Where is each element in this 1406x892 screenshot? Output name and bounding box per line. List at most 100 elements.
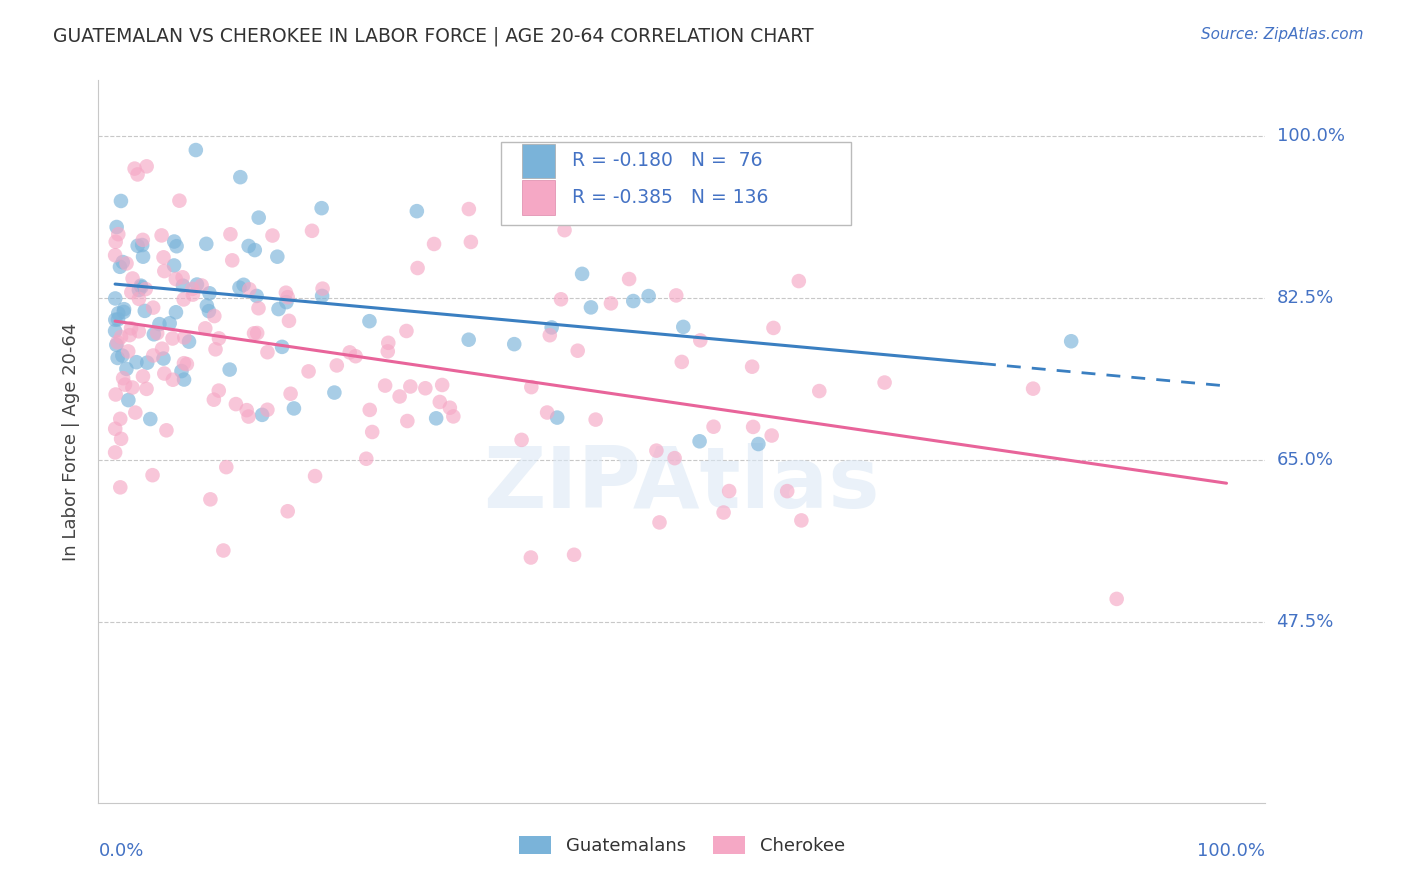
Point xyxy=(441,409,464,424)
Point xyxy=(128,283,150,297)
Point xyxy=(111,255,134,269)
Y-axis label: In Labor Force | Age 20-64: In Labor Force | Age 20-64 xyxy=(62,322,80,561)
Point xyxy=(742,420,765,434)
Point xyxy=(105,219,128,234)
Point xyxy=(128,324,150,338)
Point xyxy=(166,239,188,253)
Point xyxy=(173,356,195,370)
Point xyxy=(665,288,688,302)
Point xyxy=(202,392,225,407)
Point xyxy=(323,385,346,400)
Point xyxy=(132,369,155,384)
Point xyxy=(540,320,562,334)
Point xyxy=(163,235,186,249)
Point xyxy=(165,272,187,286)
Point xyxy=(713,506,735,520)
Point xyxy=(150,228,173,243)
Point xyxy=(520,380,543,394)
Point xyxy=(131,280,153,294)
Text: 100.0%: 100.0% xyxy=(1277,127,1344,145)
Point xyxy=(115,362,138,376)
Point xyxy=(228,280,250,294)
Point xyxy=(115,256,138,270)
Point xyxy=(124,161,146,176)
Point xyxy=(808,384,831,398)
Point xyxy=(111,349,134,363)
Point xyxy=(377,335,399,350)
Point xyxy=(181,282,204,296)
Point xyxy=(276,295,298,310)
Point xyxy=(152,351,174,366)
Point xyxy=(165,305,187,319)
Point xyxy=(741,359,763,374)
Point xyxy=(107,227,129,242)
Point xyxy=(246,289,269,303)
Point xyxy=(135,382,157,396)
Text: 47.5%: 47.5% xyxy=(1277,613,1334,632)
Point xyxy=(550,293,572,307)
Point xyxy=(148,317,170,331)
Point xyxy=(377,344,399,359)
Point xyxy=(762,321,785,335)
Point xyxy=(132,250,155,264)
Point xyxy=(536,405,558,419)
Point xyxy=(108,260,131,274)
Point xyxy=(127,239,149,253)
Point xyxy=(503,337,526,351)
Text: 0.0%: 0.0% xyxy=(98,842,143,860)
Point xyxy=(128,292,150,306)
Point xyxy=(112,305,135,319)
Point xyxy=(146,326,169,340)
Point xyxy=(110,480,132,494)
Point xyxy=(600,296,623,310)
Point xyxy=(406,260,429,275)
Point xyxy=(277,504,299,518)
Point xyxy=(277,290,299,304)
Point xyxy=(301,224,323,238)
Point xyxy=(554,223,576,237)
Point xyxy=(354,451,377,466)
Point xyxy=(215,460,238,475)
Point xyxy=(169,194,191,208)
Point xyxy=(311,282,333,296)
FancyBboxPatch shape xyxy=(522,180,555,215)
Point xyxy=(571,267,593,281)
Point xyxy=(134,304,156,318)
Point xyxy=(266,250,288,264)
Point xyxy=(326,359,349,373)
Point xyxy=(219,227,242,242)
Point xyxy=(208,384,231,398)
Point xyxy=(579,301,602,315)
Point xyxy=(141,468,163,483)
Point xyxy=(121,380,143,394)
Point xyxy=(761,428,783,442)
Point xyxy=(194,321,217,335)
Point xyxy=(104,235,127,249)
Text: R = -0.385   N = 136: R = -0.385 N = 136 xyxy=(572,188,769,207)
Point xyxy=(218,362,240,376)
Point xyxy=(689,434,711,449)
Point xyxy=(121,271,143,285)
Point xyxy=(155,423,177,437)
Point xyxy=(118,328,141,343)
Point xyxy=(256,402,278,417)
Legend: Guatemalans, Cherokee: Guatemalans, Cherokee xyxy=(512,830,852,863)
Point xyxy=(105,338,128,352)
Point xyxy=(1105,591,1128,606)
Point xyxy=(131,238,153,252)
Point xyxy=(388,389,411,403)
Point xyxy=(135,282,157,296)
Point xyxy=(395,324,418,338)
Point xyxy=(262,228,284,243)
Point xyxy=(238,409,260,424)
Point xyxy=(186,277,208,292)
Point xyxy=(510,433,533,447)
Point xyxy=(361,425,384,439)
Point xyxy=(256,345,278,359)
Point xyxy=(153,264,176,278)
Text: Source: ZipAtlas.com: Source: ZipAtlas.com xyxy=(1201,27,1364,42)
Point xyxy=(159,316,181,330)
Point xyxy=(1022,382,1045,396)
Point xyxy=(374,378,396,392)
Point xyxy=(173,330,195,344)
